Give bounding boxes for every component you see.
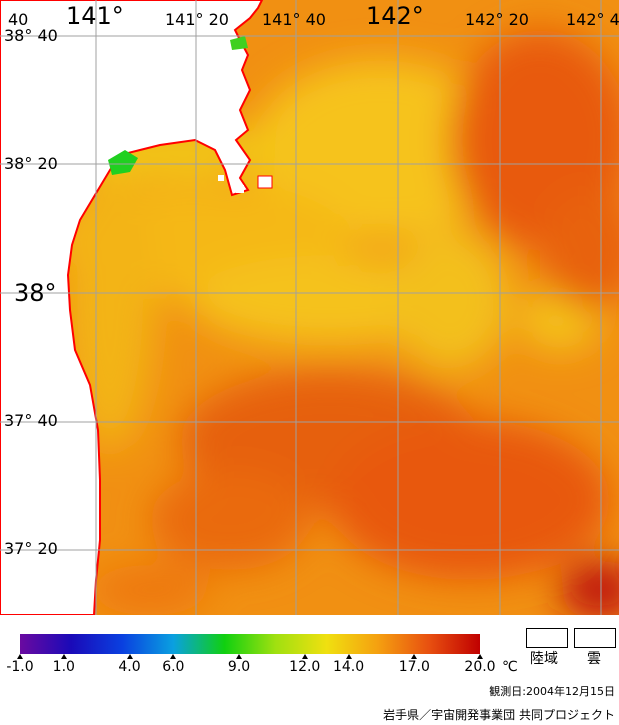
lon-label-141-40: 141° 40 bbox=[262, 10, 326, 29]
land-legend-swatch bbox=[526, 628, 568, 648]
lon-label-142-40: 142° 4 bbox=[566, 10, 619, 29]
lon-label-142-20: 142° 20 bbox=[465, 10, 529, 29]
lon-label-142: 142° bbox=[366, 2, 424, 30]
lat-label-37-40: 37° 40 bbox=[4, 411, 58, 430]
observation-date: 観測日:2004年12月15日 bbox=[489, 685, 615, 698]
lat-label-38: 38° bbox=[14, 279, 57, 307]
colorbar-tick-label: 1.0 bbox=[52, 659, 75, 675]
colorbar-tick-label: 12.0 bbox=[289, 659, 321, 675]
colorbar-tick-label: 17.0 bbox=[398, 659, 430, 675]
corner-lon-fragment: 40 bbox=[8, 10, 29, 29]
lon-label-141-20: 141° 20 bbox=[165, 10, 229, 29]
sea-surface-temperature-map bbox=[0, 0, 619, 615]
colorbar-tick-mark bbox=[236, 654, 243, 659]
colorbar-tick-mark bbox=[301, 654, 308, 659]
lat-label-37-20: 37° 20 bbox=[4, 539, 58, 558]
colorbar-tick-label: 20.0 bbox=[464, 659, 496, 675]
lat-lon-grid bbox=[0, 0, 619, 615]
cloud-legend-swatch bbox=[574, 628, 616, 648]
credit-line: 岩手県／宇宙開発事業団 共同プロジェクト bbox=[383, 708, 615, 722]
colorbar-tick-mark bbox=[126, 654, 133, 659]
land-area bbox=[0, 0, 273, 615]
lon-label-141: 141° bbox=[66, 2, 124, 30]
colorbar-tick-label: -1.0 bbox=[6, 659, 34, 675]
bay-shallow-water bbox=[108, 150, 138, 175]
colorbar-tick-label: 9.0 bbox=[227, 659, 251, 675]
colorbar-tick-mark bbox=[477, 654, 483, 659]
lat-label-38-20: 38° 20 bbox=[4, 154, 58, 173]
colorbar-tick-mark bbox=[60, 654, 67, 659]
colorbar-tick-label: 6.0 bbox=[162, 659, 185, 675]
colorbar-tick-mark bbox=[17, 654, 23, 659]
lat-label-38-40: 38° 40 bbox=[4, 26, 58, 45]
cloud-legend-label: 雲 bbox=[587, 651, 601, 667]
colorbar-tick-mark bbox=[345, 654, 352, 659]
land-legend-label: 陸域 bbox=[530, 651, 558, 667]
temperature-colorbar bbox=[20, 634, 480, 654]
colorbar-tick-mark bbox=[411, 654, 418, 659]
colorbar-tick-label: 14.0 bbox=[332, 659, 365, 675]
colorbar-tick-mark bbox=[170, 654, 177, 659]
colorbar-tick-label: 4.0 bbox=[118, 659, 141, 675]
temperature-unit: ℃ bbox=[502, 659, 518, 675]
cove-shallow-water bbox=[230, 36, 248, 50]
